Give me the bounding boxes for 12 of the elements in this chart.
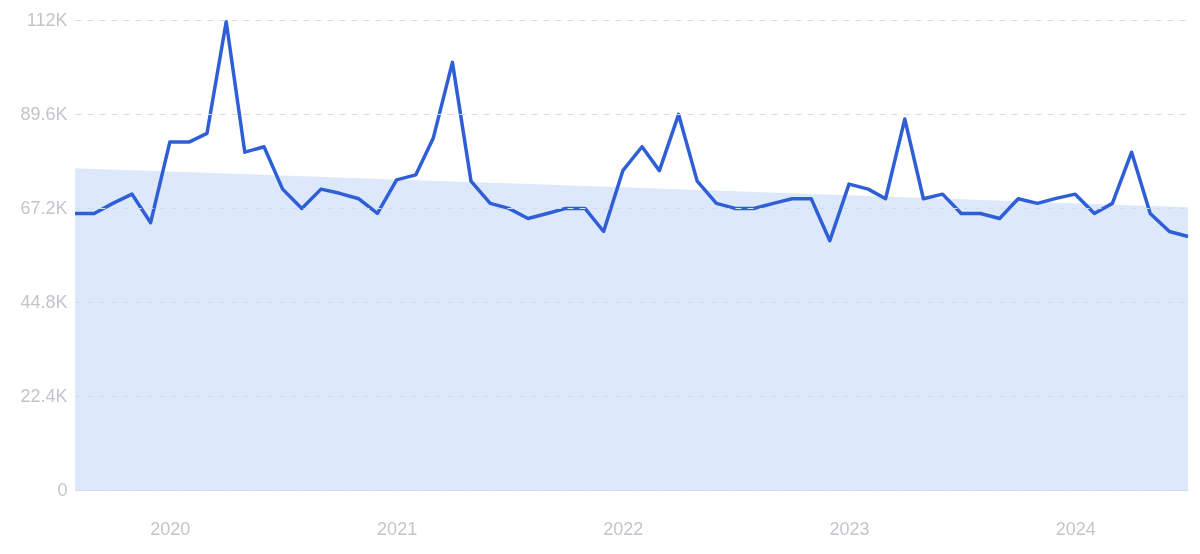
y-tick-label: 89.6K xyxy=(20,103,68,124)
y-tick-label: 67.2K xyxy=(20,197,68,218)
y-tick-label: 112K xyxy=(26,9,68,30)
line-series xyxy=(73,19,1190,243)
x-tick-label: 2023 xyxy=(829,518,870,539)
y-tick-label: 0 xyxy=(57,479,68,500)
x-tick-label: 2020 xyxy=(150,518,191,539)
x-tick-label: 2022 xyxy=(603,518,644,539)
y-tick-label: 22.4K xyxy=(20,385,68,406)
y-tick-label: 44.8K xyxy=(20,291,68,312)
x-tick-label: 2021 xyxy=(377,518,418,539)
x-tick-label: 2024 xyxy=(1055,518,1096,539)
